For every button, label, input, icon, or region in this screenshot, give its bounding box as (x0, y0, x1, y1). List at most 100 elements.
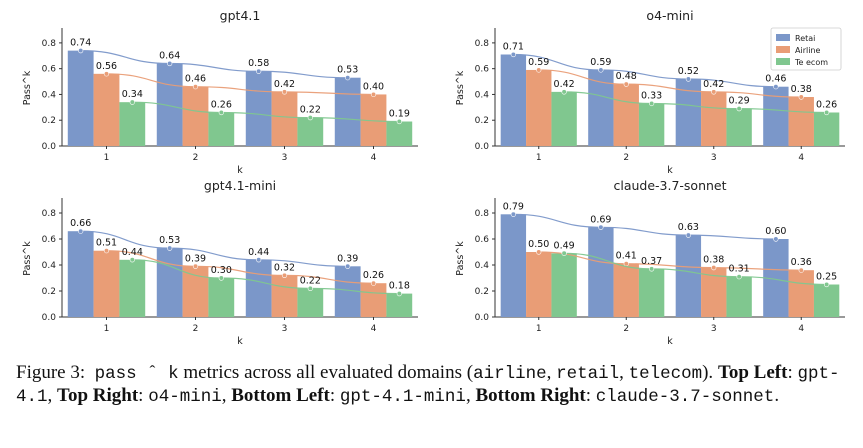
trend-line-airline (106, 73, 374, 96)
data-label-airline: 0.40 (363, 81, 384, 92)
data-label-telecom: 0.26 (211, 99, 232, 110)
y-axis-label: Pass^k (22, 70, 33, 105)
y-tick-label: 0.4 (42, 90, 57, 100)
legend-swatch-retail (776, 34, 790, 41)
x-tick-label: 3 (282, 153, 288, 163)
point-telecom (129, 99, 135, 105)
point-airline (103, 71, 110, 77)
x-tick-label: 1 (104, 324, 110, 334)
bar-telecom (638, 103, 665, 146)
y-tick-label: 0.6 (475, 235, 490, 245)
legend-label-airline: Airline (795, 46, 821, 55)
caption-text-2: ). (702, 362, 714, 383)
y-tick-label: 0.0 (42, 313, 57, 323)
bar-telecom (119, 102, 146, 146)
caption-top-right-model: o4-mini (148, 387, 222, 407)
data-label-retail: 0.46 (765, 74, 786, 85)
y-axis-label: Pass^k (22, 241, 33, 276)
bar-telecom (551, 253, 577, 317)
x-tick-label: 4 (798, 324, 804, 334)
caption-comma: , (47, 385, 58, 406)
caption-end: . (774, 385, 780, 406)
x-tick-label: 3 (711, 324, 717, 334)
caption-metric-code: pass ˆ k (94, 364, 179, 384)
data-label-telecom: 0.19 (389, 109, 410, 120)
data-label-retail: 0.74 (70, 38, 91, 49)
y-tick-label: 0.4 (475, 90, 490, 100)
chart-title-gpt41-mini: gpt4.1-mini (204, 178, 276, 193)
point-telecom (129, 257, 135, 263)
caption-colon: : (585, 385, 596, 406)
chart-title-o4-mini: o4-mini (646, 8, 693, 23)
data-label-retail: 0.69 (590, 214, 611, 225)
y-tick-label: 0.4 (475, 261, 490, 271)
point-airline (536, 67, 542, 73)
point-telecom (396, 291, 402, 297)
x-tick-label: 4 (371, 153, 377, 163)
trend-line-telecom (564, 91, 827, 114)
point-airline (281, 272, 288, 279)
bar-retail (675, 235, 702, 317)
y-axis-label: Pass^k (455, 70, 466, 105)
trend-line-retail (513, 53, 776, 88)
data-label-telecom: 0.31 (729, 264, 750, 275)
data-label-retail: 0.39 (337, 253, 358, 264)
trend-line-telecom (132, 101, 400, 123)
point-retail (685, 232, 691, 238)
data-label-airline: 0.51 (96, 238, 117, 249)
point-telecom (824, 109, 830, 116)
y-tick-label: 0.0 (42, 142, 57, 152)
data-label-telecom: 0.34 (122, 89, 143, 100)
x-axis-label: k (667, 336, 673, 347)
y-tick-label: 0.0 (475, 142, 490, 152)
caption-figure-label: Figure 3: (16, 362, 86, 383)
point-airline (192, 84, 199, 90)
bar-telecom (638, 268, 665, 317)
caption-comma: , (221, 385, 232, 406)
x-tick-label: 2 (193, 153, 199, 163)
trend-line-airline (538, 69, 802, 98)
data-label-airline: 0.38 (791, 84, 812, 95)
bar-airline (788, 270, 814, 317)
bar-telecom (726, 276, 752, 317)
data-label-airline: 0.36 (791, 257, 812, 268)
x-axis-label: k (237, 336, 243, 347)
bar-airline (271, 91, 298, 146)
x-tick-label: 3 (711, 153, 717, 163)
point-airline (536, 249, 542, 255)
caption-domain-telecom: telecom (628, 364, 703, 384)
data-label-telecom: 0.42 (554, 79, 575, 90)
bar-retail (588, 227, 614, 317)
point-telecom (649, 266, 655, 272)
bar-retail (245, 71, 272, 146)
data-label-retail: 0.79 (503, 201, 524, 212)
bar-airline (93, 73, 120, 146)
data-label-airline: 0.48 (616, 71, 637, 82)
bar-retail (334, 77, 361, 146)
point-airline (711, 89, 717, 95)
bar-telecom (551, 91, 577, 146)
legend-swatch-telecom (776, 58, 790, 65)
y-tick-label: 0.6 (42, 65, 57, 75)
data-label-retail: 0.71 (503, 41, 524, 52)
caption-text-1: metrics across all evaluated domains ( (178, 362, 474, 383)
point-telecom (649, 100, 655, 107)
x-tick-label: 1 (104, 153, 110, 163)
data-label-telecom: 0.18 (389, 281, 410, 292)
bar-telecom (386, 121, 413, 146)
point-airline (192, 263, 199, 269)
y-tick-label: 0.8 (475, 39, 490, 49)
caption-bottom-left-label: Bottom Left (231, 385, 330, 406)
data-label-retail: 0.53 (159, 235, 180, 246)
point-retail (598, 67, 604, 73)
chart-title-claude-37-sonnet: claude-3.7-sonnet (613, 178, 726, 193)
data-label-airline: 0.32 (274, 262, 295, 273)
point-airline (798, 267, 804, 273)
bar-telecom (297, 117, 324, 146)
trend-line-telecom (564, 252, 827, 286)
bar-telecom (119, 259, 146, 317)
point-airline (281, 89, 288, 95)
trend-line-retail (80, 50, 348, 79)
bar-retail (245, 259, 272, 317)
